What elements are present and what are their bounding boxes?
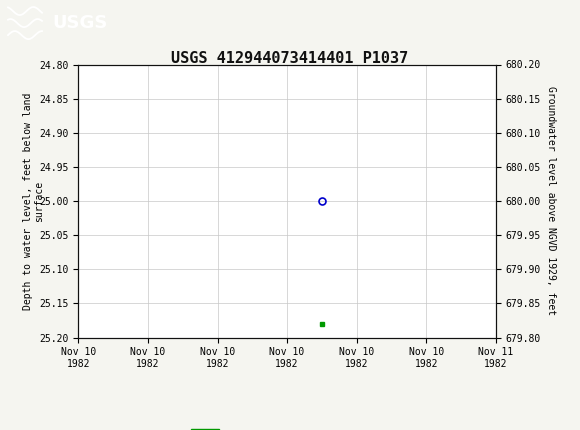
Legend: Period of approved data: Period of approved data — [187, 425, 387, 430]
Y-axis label: Groundwater level above NGVD 1929, feet: Groundwater level above NGVD 1929, feet — [546, 86, 556, 316]
Text: USGS 412944073414401 P1037: USGS 412944073414401 P1037 — [171, 51, 409, 65]
Y-axis label: Depth to water level, feet below land
surface: Depth to water level, feet below land su… — [23, 92, 45, 310]
Text: USGS: USGS — [52, 14, 107, 32]
